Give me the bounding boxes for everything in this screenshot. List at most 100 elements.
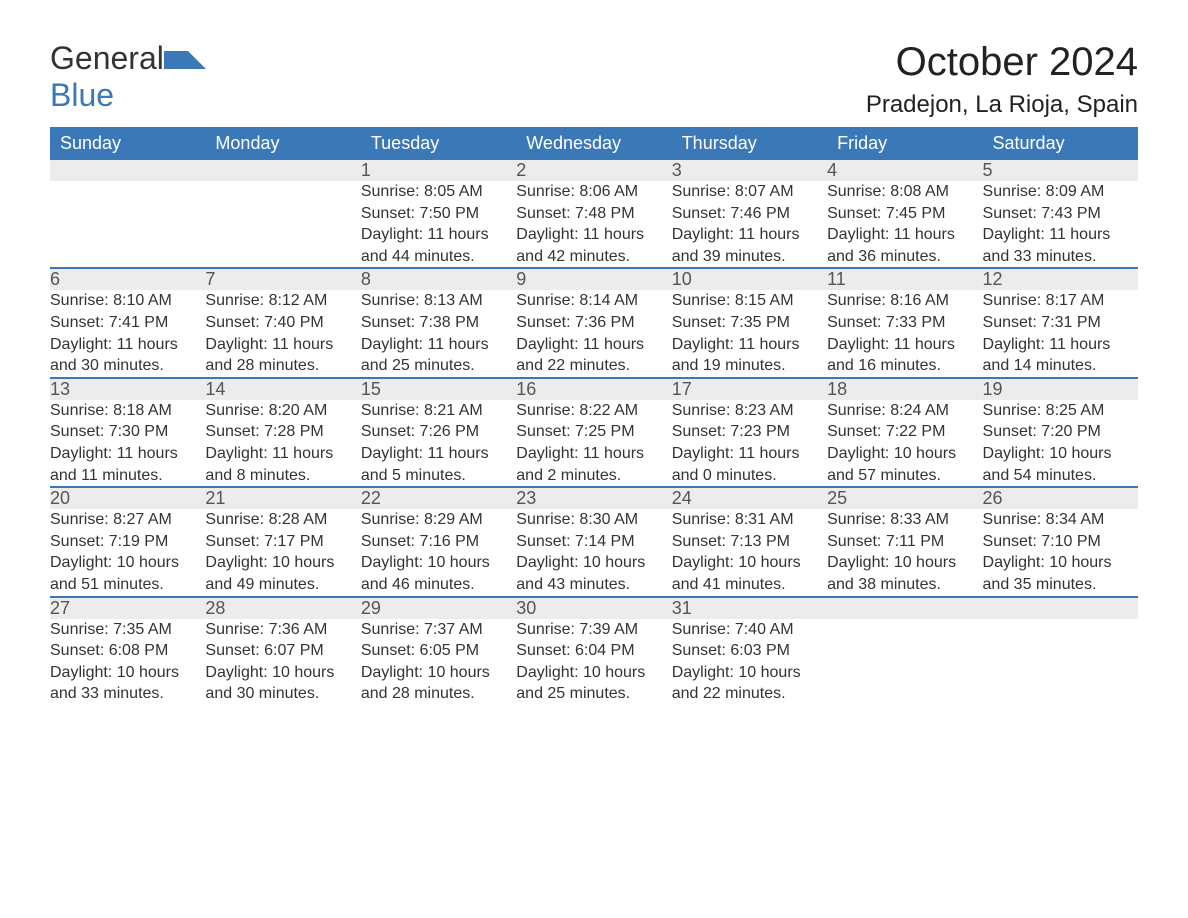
daylight-line2: and 38 minutes.	[827, 574, 982, 596]
sunset: Sunset: 7:10 PM	[983, 531, 1138, 553]
daylight-line2: and 16 minutes.	[827, 355, 982, 377]
sunrise: Sunrise: 8:06 AM	[516, 181, 671, 203]
sunset: Sunset: 7:33 PM	[827, 312, 982, 334]
daylight-line1: Daylight: 10 hours	[516, 662, 671, 684]
daylight-line2: and 2 minutes.	[516, 465, 671, 487]
daylight-line2: and 41 minutes.	[672, 574, 827, 596]
sunrise: Sunrise: 8:30 AM	[516, 509, 671, 531]
day-number: 7	[205, 268, 360, 290]
sunset: Sunset: 6:07 PM	[205, 640, 360, 662]
sunrise: Sunrise: 8:18 AM	[50, 400, 205, 422]
header: General Blue October 2024 Pradejon, La R…	[50, 40, 1138, 119]
daylight-line1: Daylight: 10 hours	[827, 552, 982, 574]
daylight-line1: Daylight: 11 hours	[672, 224, 827, 246]
daylight-line1: Daylight: 11 hours	[361, 334, 516, 356]
day-header: Sunday	[50, 127, 205, 160]
daylight-line1: Daylight: 11 hours	[361, 443, 516, 465]
day-number: 2	[516, 160, 671, 181]
day-data: Sunrise: 8:33 AMSunset: 7:11 PMDaylight:…	[827, 509, 982, 596]
day-number: 31	[672, 597, 827, 619]
sunset: Sunset: 7:23 PM	[672, 421, 827, 443]
day-number: 5	[983, 160, 1138, 181]
sunrise: Sunrise: 8:05 AM	[361, 181, 516, 203]
daylight-line1: Daylight: 11 hours	[205, 443, 360, 465]
day-number: 30	[516, 597, 671, 619]
day-data: Sunrise: 8:07 AMSunset: 7:46 PMDaylight:…	[672, 181, 827, 268]
sunrise: Sunrise: 8:09 AM	[983, 181, 1138, 203]
day-number: 11	[827, 268, 982, 290]
day-data: Sunrise: 8:22 AMSunset: 7:25 PMDaylight:…	[516, 400, 671, 487]
sunset: Sunset: 7:35 PM	[672, 312, 827, 334]
daylight-line2: and 22 minutes.	[672, 683, 827, 705]
week-daynum-row: 6789101112	[50, 268, 1138, 290]
logo: General Blue	[50, 40, 206, 114]
day-number	[205, 160, 360, 181]
day-header-row: Sunday Monday Tuesday Wednesday Thursday…	[50, 127, 1138, 160]
sunrise: Sunrise: 8:15 AM	[672, 290, 827, 312]
day-data	[205, 181, 360, 268]
daylight-line1: Daylight: 10 hours	[205, 552, 360, 574]
day-number: 9	[516, 268, 671, 290]
sunset: Sunset: 7:38 PM	[361, 312, 516, 334]
day-number: 27	[50, 597, 205, 619]
daylight-line1: Daylight: 10 hours	[50, 662, 205, 684]
day-number: 16	[516, 378, 671, 400]
day-data: Sunrise: 8:24 AMSunset: 7:22 PMDaylight:…	[827, 400, 982, 487]
day-number: 21	[205, 487, 360, 509]
calendar-table: Sunday Monday Tuesday Wednesday Thursday…	[50, 127, 1138, 705]
sunset: Sunset: 7:30 PM	[50, 421, 205, 443]
daylight-line2: and 57 minutes.	[827, 465, 982, 487]
day-data: Sunrise: 8:27 AMSunset: 7:19 PMDaylight:…	[50, 509, 205, 596]
day-number: 28	[205, 597, 360, 619]
day-data: Sunrise: 8:28 AMSunset: 7:17 PMDaylight:…	[205, 509, 360, 596]
daylight-line2: and 30 minutes.	[205, 683, 360, 705]
sunset: Sunset: 7:20 PM	[983, 421, 1138, 443]
day-data: Sunrise: 8:15 AMSunset: 7:35 PMDaylight:…	[672, 290, 827, 377]
daylight-line2: and 35 minutes.	[983, 574, 1138, 596]
sunrise: Sunrise: 8:34 AM	[983, 509, 1138, 531]
daylight-line2: and 25 minutes.	[516, 683, 671, 705]
daylight-line2: and 36 minutes.	[827, 246, 982, 268]
sunset: Sunset: 7:25 PM	[516, 421, 671, 443]
day-number: 10	[672, 268, 827, 290]
daylight-line1: Daylight: 11 hours	[50, 334, 205, 356]
day-data: Sunrise: 8:18 AMSunset: 7:30 PMDaylight:…	[50, 400, 205, 487]
day-data: Sunrise: 8:06 AMSunset: 7:48 PMDaylight:…	[516, 181, 671, 268]
daylight-line1: Daylight: 10 hours	[361, 662, 516, 684]
day-number: 17	[672, 378, 827, 400]
sunrise: Sunrise: 8:21 AM	[361, 400, 516, 422]
logo-text: General Blue	[50, 40, 206, 114]
day-number: 1	[361, 160, 516, 181]
daylight-line2: and 44 minutes.	[361, 246, 516, 268]
sunset: Sunset: 6:08 PM	[50, 640, 205, 662]
title-block: October 2024 Pradejon, La Rioja, Spain	[866, 40, 1138, 119]
sunrise: Sunrise: 8:16 AM	[827, 290, 982, 312]
daylight-line2: and 19 minutes.	[672, 355, 827, 377]
daylight-line1: Daylight: 11 hours	[516, 443, 671, 465]
week-data-row: Sunrise: 8:27 AMSunset: 7:19 PMDaylight:…	[50, 509, 1138, 596]
sunrise: Sunrise: 8:08 AM	[827, 181, 982, 203]
calendar-body: 12345Sunrise: 8:05 AMSunset: 7:50 PMDayl…	[50, 160, 1138, 705]
day-number: 29	[361, 597, 516, 619]
daylight-line1: Daylight: 11 hours	[827, 224, 982, 246]
day-number: 24	[672, 487, 827, 509]
week-data-row: Sunrise: 7:35 AMSunset: 6:08 PMDaylight:…	[50, 619, 1138, 705]
day-header: Thursday	[672, 127, 827, 160]
sunrise: Sunrise: 8:07 AM	[672, 181, 827, 203]
day-data: Sunrise: 7:40 AMSunset: 6:03 PMDaylight:…	[672, 619, 827, 705]
daylight-line2: and 33 minutes.	[983, 246, 1138, 268]
day-number: 26	[983, 487, 1138, 509]
daylight-line2: and 30 minutes.	[50, 355, 205, 377]
sunrise: Sunrise: 8:27 AM	[50, 509, 205, 531]
sunset: Sunset: 7:22 PM	[827, 421, 982, 443]
sunset: Sunset: 7:46 PM	[672, 203, 827, 225]
day-header: Saturday	[983, 127, 1138, 160]
logo-flag-icon	[164, 45, 206, 69]
week-data-row: Sunrise: 8:18 AMSunset: 7:30 PMDaylight:…	[50, 400, 1138, 487]
daylight-line1: Daylight: 10 hours	[983, 552, 1138, 574]
daylight-line2: and 46 minutes.	[361, 574, 516, 596]
sunset: Sunset: 7:28 PM	[205, 421, 360, 443]
day-data: Sunrise: 8:12 AMSunset: 7:40 PMDaylight:…	[205, 290, 360, 377]
day-data: Sunrise: 8:05 AMSunset: 7:50 PMDaylight:…	[361, 181, 516, 268]
day-number	[50, 160, 205, 181]
